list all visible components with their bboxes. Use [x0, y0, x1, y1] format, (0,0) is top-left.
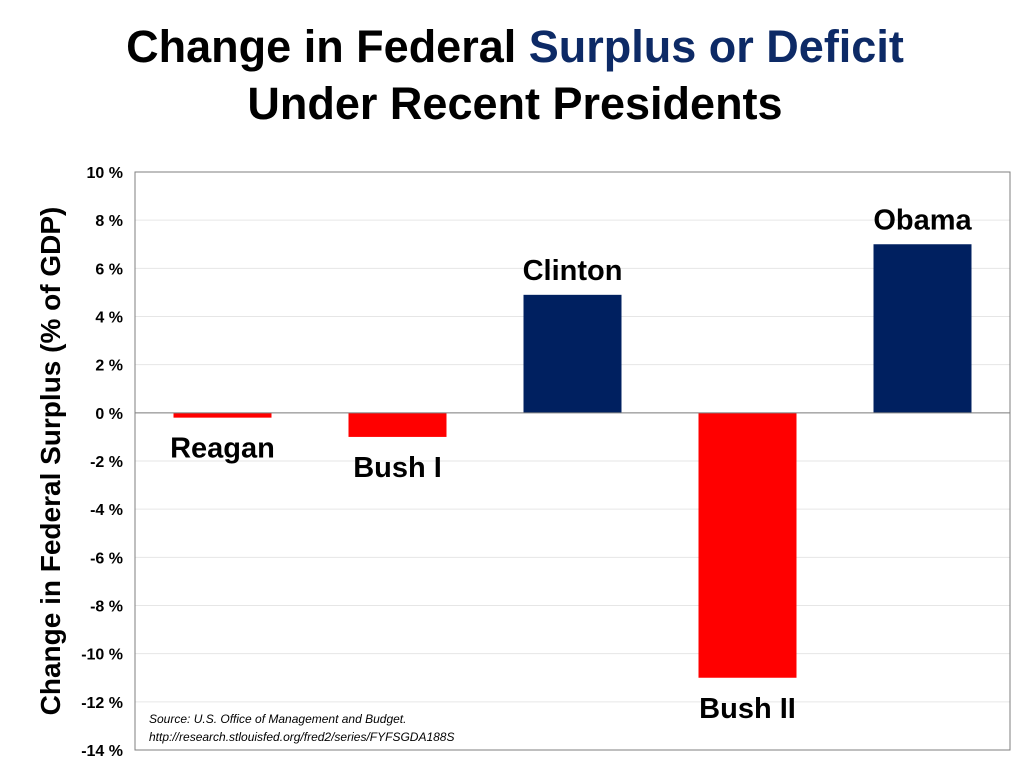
- title-accent: Surplus or Deficit: [528, 21, 904, 72]
- title-line-2: Under Recent Presidents: [247, 78, 783, 129]
- bar-clinton: [523, 294, 622, 413]
- category-labels: Reagan Bush I Clinton Bush II Obama: [170, 204, 972, 725]
- bar-bush-i: [348, 412, 447, 437]
- y-tick-label: -6 %: [90, 550, 123, 567]
- category-label: Bush I: [353, 452, 442, 484]
- category-label: Bush II: [699, 693, 796, 725]
- y-tick-label: -14 %: [81, 743, 123, 760]
- y-tick-label: 2 %: [95, 358, 123, 375]
- y-tick-label: 4 %: [95, 310, 123, 327]
- y-tick-label: 0 %: [95, 406, 123, 423]
- bars: [173, 244, 972, 678]
- y-tick-label: -10 %: [81, 647, 123, 664]
- category-label: Obama: [873, 204, 972, 236]
- y-axis-label: Change in Federal Surplus (% of GDP): [35, 207, 66, 716]
- y-tick-label: 10 %: [87, 165, 123, 182]
- bar-bush-ii: [698, 412, 797, 678]
- y-tick-label: -8 %: [90, 599, 123, 616]
- plot-frame: [134, 171, 1011, 751]
- category-label: Reagan: [170, 433, 275, 465]
- title-line-1: Change in Federal Surplus or Deficit: [0, 18, 1030, 75]
- bar-obama: [873, 244, 972, 413]
- source-line-2: http://research.stlouisfed.org/fred2/ser…: [149, 730, 454, 744]
- y-tick-label: -12 %: [81, 695, 123, 712]
- y-tick-label: -2 %: [90, 454, 123, 471]
- category-label: Clinton: [523, 255, 623, 287]
- bar-reagan: [173, 412, 272, 418]
- y-tick-label: 6 %: [95, 261, 123, 278]
- y-tick-label: 8 %: [95, 213, 123, 230]
- chart-title: Change in Federal Surplus or Deficit Und…: [0, 18, 1030, 132]
- y-tick-labels: 10 % 8 % 6 % 4 % 2 % 0 % -2 % -4 % -6 % -8 % -10 %…: [81, 165, 123, 760]
- y-tick-label: -4 %: [90, 502, 123, 519]
- source-line-1: Source: U.S. Office of Management and Bu…: [149, 712, 406, 726]
- title-prefix: Change in Federal: [126, 21, 529, 72]
